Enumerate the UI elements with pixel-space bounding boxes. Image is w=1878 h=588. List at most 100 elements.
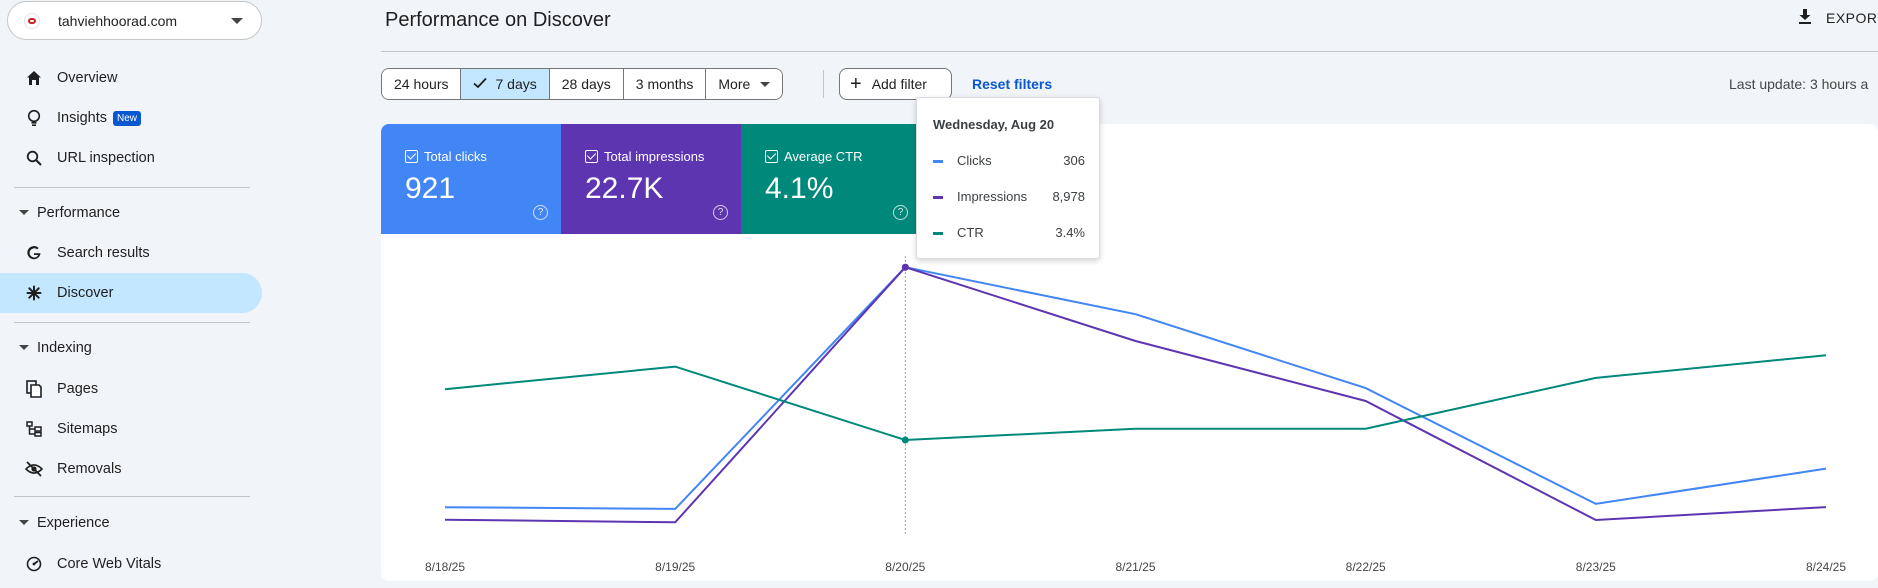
checkbox-icon [585, 150, 598, 163]
help-icon[interactable]: ? [713, 205, 728, 220]
home-icon [25, 69, 43, 87]
chip-label: 24 hours [394, 76, 449, 92]
caret-down-icon [760, 81, 771, 87]
sidebar-section-indexing[interactable]: Indexing [0, 330, 262, 366]
chart-tooltip: Wednesday, Aug 20 Clicks 306 Impressions… [916, 97, 1100, 259]
metric-average-ctr[interactable]: Average CTR 4.1% ? [741, 124, 921, 234]
plus-icon: + [850, 73, 862, 95]
metric-total-clicks[interactable]: Total clicks 921 ? [381, 124, 561, 234]
x-tick-label: 8/24/25 [1806, 560, 1846, 574]
tooltip-series-value: 3.4% [1055, 225, 1085, 240]
highlight-point-ctr [901, 436, 909, 444]
sidebar-item-insights-label: Insights New [57, 110, 141, 126]
series-line-impressions [444, 266, 1827, 524]
x-tick-label: 8/18/25 [425, 560, 465, 574]
caret-down-icon [19, 345, 29, 350]
export-label: EXPOR [1826, 9, 1878, 26]
x-tick-label: 8/19/25 [655, 560, 695, 574]
sidebar-item-label: Removals [57, 461, 122, 477]
sidebar-item-url-inspection[interactable]: URL inspection [0, 138, 262, 178]
add-filter-label: Add filter [871, 76, 927, 92]
tooltip-row-impressions: Impressions 8,978 [933, 189, 1085, 205]
sidebar-item-label: Overview [57, 70, 118, 86]
metric-label-row: Total clicks [405, 149, 487, 164]
performance-line-chart[interactable]: 8/18/25 8/19/25 8/20/25 8/21/25 8/22/25 8/23/… [381, 234, 1878, 581]
eye-off-icon [25, 460, 43, 478]
performance-card: Total clicks 921 ? Total impressions 22.… [381, 124, 1878, 581]
sidebar-section-performance[interactable]: Performance [0, 195, 262, 231]
header-divider [381, 51, 1878, 52]
date-range-selector: 24 hours 7 days 28 days 3 months More [381, 68, 784, 100]
sitemap-icon [25, 420, 43, 438]
range-chip-more[interactable]: More [706, 69, 783, 99]
metric-value: 921 [405, 172, 456, 205]
property-name: tahviehhoorad.com [58, 12, 178, 29]
range-chip-7-days[interactable]: 7 days [461, 69, 550, 99]
filter-separator [823, 70, 824, 98]
sidebar-item-core-web-vitals[interactable]: Core Web Vitals [0, 544, 262, 584]
series-line-ctr [444, 354, 1827, 442]
metric-value: 4.1% [765, 172, 834, 205]
sidebar-item-label: Insights [57, 110, 107, 126]
sidebar-item-search-results[interactable]: Search results [0, 233, 262, 273]
metric-label: Total clicks [424, 149, 487, 164]
sidebar-item-discover[interactable]: Discover [0, 273, 262, 313]
export-button[interactable]: EXPOR [1798, 8, 1878, 27]
chevron-down-icon [231, 18, 243, 24]
sidebar-item-label: Search results [57, 245, 150, 261]
reset-filters-link[interactable]: Reset filters [972, 76, 1053, 92]
tooltip-row-ctr: CTR 3.4% [933, 225, 1085, 241]
tooltip-series-value: 306 [1063, 153, 1085, 168]
site-favicon-icon [24, 12, 40, 29]
x-tick-label: 8/22/25 [1346, 560, 1386, 574]
sidebar-item-pages[interactable]: Pages [0, 369, 262, 409]
property-selector[interactable]: tahviehhoorad.com [7, 1, 262, 40]
chip-label: More [718, 76, 751, 92]
sidebar-item-removals[interactable]: Removals [0, 449, 262, 489]
tooltip-series-name: Clicks [957, 153, 992, 168]
metric-total-impressions[interactable]: Total impressions 22.7K ? [561, 124, 741, 234]
metric-label-row: Total impressions [585, 149, 704, 164]
metric-label: Total impressions [604, 149, 705, 164]
sidebar-item-label: Sitemaps [57, 421, 118, 437]
sidebar-item-sitemaps[interactable]: Sitemaps [0, 409, 262, 449]
caret-down-icon [19, 210, 29, 215]
checkbox-icon [765, 150, 778, 163]
asterisk-icon [25, 284, 43, 302]
sidebar-section-label: Indexing [37, 340, 92, 356]
sidebar-section-experience[interactable]: Experience [0, 505, 262, 541]
sidebar-item-overview[interactable]: Overview [0, 58, 262, 98]
sidebar-item-label: URL inspection [57, 150, 155, 166]
gauge-icon [25, 555, 43, 573]
metric-label-row: Average CTR [765, 149, 863, 164]
help-icon[interactable]: ? [893, 205, 908, 220]
chip-label: 28 days [561, 76, 611, 92]
tooltip-series-name: CTR [957, 225, 984, 240]
sidebar-item-insights[interactable]: Insights New [0, 98, 262, 138]
tooltip-series-name: Impressions [957, 189, 1028, 204]
highlight-point-impressions [901, 263, 909, 271]
sidebar-item-label: Pages [57, 381, 99, 397]
search-icon [25, 149, 43, 167]
page-title: Performance on Discover [385, 9, 611, 31]
chip-label: 7 days [495, 76, 537, 92]
sidebar-divider [14, 322, 250, 323]
metric-label: Average CTR [784, 149, 863, 164]
series-line-clicks [444, 266, 1827, 510]
x-tick-label: 8/21/25 [1115, 560, 1155, 574]
pages-icon [25, 380, 43, 398]
sidebar-divider [14, 187, 250, 188]
range-chip-3-months[interactable]: 3 months [623, 69, 707, 99]
download-icon [1798, 8, 1812, 27]
range-chip-28-days[interactable]: 28 days [549, 69, 624, 99]
sidebar-section-label: Experience [37, 515, 110, 531]
last-update-text: Last update: 3 hours a [1729, 76, 1869, 92]
sidebar-divider [14, 496, 250, 497]
legend-swatch [933, 196, 943, 199]
legend-swatch [933, 160, 943, 163]
metric-value: 22.7K [585, 172, 664, 205]
range-chip-24-hours[interactable]: 24 hours [382, 69, 462, 99]
sidebar-item-label: Core Web Vitals [57, 556, 162, 572]
add-filter-button[interactable]: + Add filter [839, 68, 952, 100]
help-icon[interactable]: ? [533, 205, 548, 220]
